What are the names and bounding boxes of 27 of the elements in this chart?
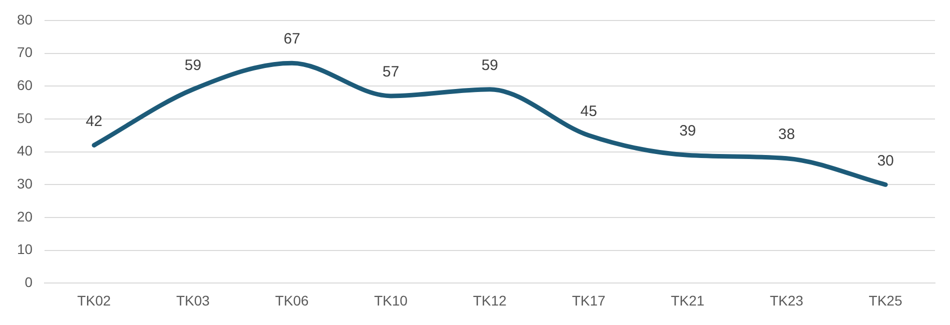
data-label: 39 bbox=[679, 122, 696, 140]
data-label: 38 bbox=[778, 126, 795, 144]
data-label: 59 bbox=[481, 57, 498, 74]
x-tick-label: TK06 bbox=[275, 292, 309, 308]
y-tick-label: 0 bbox=[24, 274, 33, 290]
x-tick-label: TK03 bbox=[176, 292, 210, 308]
y-tick-label: 40 bbox=[16, 142, 33, 159]
x-tick-label: TK23 bbox=[770, 292, 804, 308]
data-label: 59 bbox=[184, 57, 202, 74]
x-tick-label: TK21 bbox=[670, 292, 705, 308]
x-tick-label: TK10 bbox=[374, 292, 408, 308]
x-tick-label: TK17 bbox=[572, 292, 606, 308]
x-tick-label: TK02 bbox=[77, 292, 111, 308]
y-tick-label: 30 bbox=[16, 176, 33, 192]
x-tick-label: TK25 bbox=[868, 292, 902, 308]
y-tick-label: 20 bbox=[16, 208, 33, 224]
y-tick-label: 50 bbox=[16, 110, 33, 126]
data-label: 30 bbox=[877, 152, 894, 170]
y-tick-label: 60 bbox=[16, 76, 33, 93]
data-label: 57 bbox=[382, 64, 400, 81]
data-label: 42 bbox=[86, 112, 102, 130]
y-tick-label: 70 bbox=[16, 44, 33, 60]
y-tick-label: 80 bbox=[16, 11, 33, 28]
data-label: 67 bbox=[284, 30, 300, 48]
x-tick-label: TK12 bbox=[473, 292, 507, 308]
y-tick-label: 10 bbox=[16, 241, 33, 258]
data-label: 45 bbox=[580, 103, 598, 120]
